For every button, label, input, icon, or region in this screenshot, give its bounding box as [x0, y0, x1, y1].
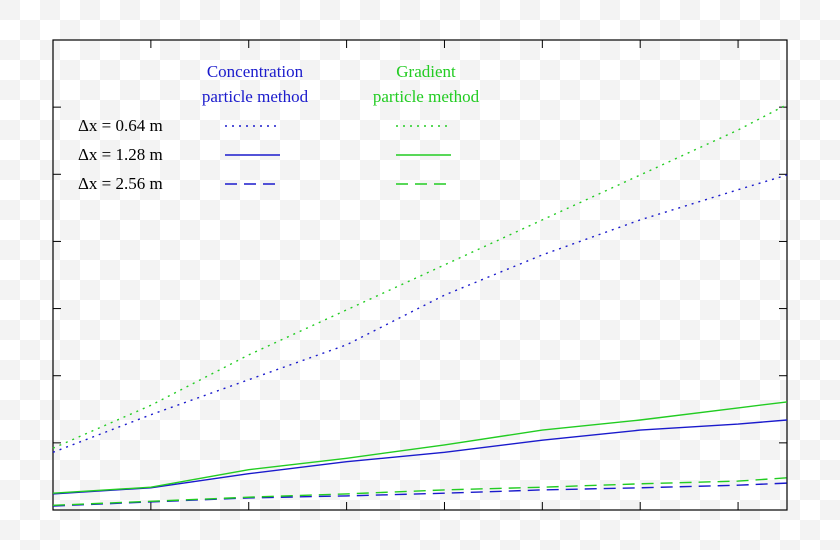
series-line: [52, 401, 788, 494]
legend-group-label: particle method: [373, 87, 480, 106]
series-line: [52, 174, 788, 453]
legend-group-label: Concentration: [207, 62, 304, 81]
series-line: [52, 477, 788, 506]
legend-group-label: Gradient: [396, 62, 456, 81]
series-line: [52, 482, 788, 507]
legend-group-label: particle method: [202, 87, 309, 106]
plot-frame: [52, 39, 788, 511]
legend-row-label: Δx = 1.28 m: [78, 145, 163, 164]
legend-row-label: Δx = 0.64 m: [78, 116, 163, 135]
legend-row-label: Δx = 2.56 m: [78, 174, 163, 193]
series-line: [52, 419, 788, 495]
